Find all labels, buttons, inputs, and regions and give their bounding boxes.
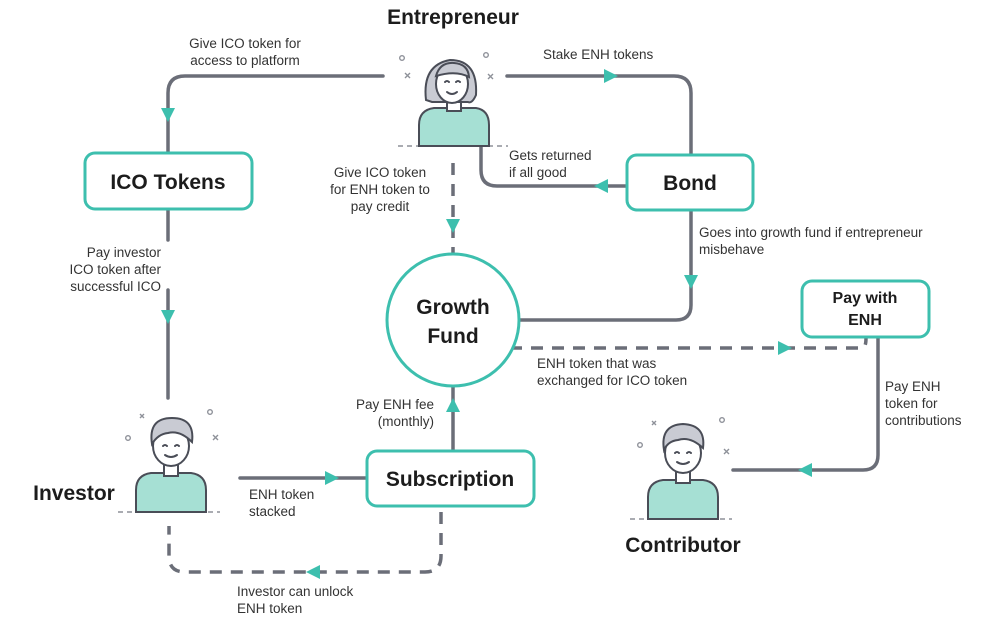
contributor-avatar [630,417,732,520]
connector-unlock-enh [167,512,443,574]
arrow-head [798,463,812,477]
connector-pay-with-enh-to-contributor [731,335,880,472]
investor-avatar [118,409,220,513]
svg-text:exchanged for ICO token: exchanged for ICO token [537,373,687,388]
svg-text:stacked: stacked [249,504,296,519]
pay-with-enh-line1: Pay with [833,290,898,307]
svg-text:ENH token: ENH token [237,601,302,616]
svg-text:ENH token that was: ENH token that was [537,356,657,371]
connector-bond-returned [479,144,629,188]
label-gets-returned: Gets returned if all good [509,148,592,180]
connector-growth-fund-to-pay-with-enh [510,337,868,350]
subscription-box: Subscription [365,449,536,508]
arrow-head [778,341,792,355]
svg-text:access to platform: access to platform [190,53,300,68]
svg-text:misbehave: misbehave [699,242,764,257]
subscription-label: Subscription [386,468,514,491]
entrepreneur-avatar [398,52,508,147]
arrow-head [684,275,698,289]
label-investor-unlock: Investor can unlock ENH token [237,584,354,616]
arrow-head [594,179,608,193]
arrow-head [446,398,460,412]
svg-text:Give ICO token: Give ICO token [334,165,426,180]
svg-text:Stake ENH tokens: Stake ENH tokens [543,47,654,62]
label-give-ico-access: Give ICO token for access to platform [189,36,301,68]
svg-text:Give ICO token for: Give ICO token for [189,36,301,51]
svg-text:Pay ENH: Pay ENH [885,379,941,394]
arrow-head [446,219,460,233]
connector-bond-to-growth-fund [514,208,693,322]
arrow-head [306,565,320,579]
label-give-ico-for-enh: Give ICO token for ENH token to pay cred… [330,165,430,214]
connector-entrepreneur-to-bond [505,74,693,157]
svg-text:ICO token after: ICO token after [69,262,161,277]
arrow-head [604,69,618,83]
contributor-label: Contributor [625,534,740,557]
svg-text:Pay ENH fee: Pay ENH fee [356,397,434,412]
svg-text:token for: token for [885,396,938,411]
label-stake-enh: Stake ENH tokens [543,47,654,62]
svg-text:contributions: contributions [885,413,962,428]
ico-tokens-label: ICO Tokens [110,171,225,194]
arrow-head [161,108,175,122]
connector-entrepreneur-to-ico [166,74,385,155]
growth-fund-circle: Growth Fund [385,252,521,388]
svg-text:(monthly): (monthly) [378,414,434,429]
label-pay-investor: Pay investor ICO token after successful … [69,245,161,294]
bond-box: Bond [625,153,755,212]
growth-fund-label-line2: Fund [427,325,478,348]
svg-text:pay credit: pay credit [351,199,410,214]
bond-label: Bond [663,172,717,195]
label-pay-enh-contributions: Pay ENH token for contributions [885,379,962,428]
svg-text:for ENH token to: for ENH token to [330,182,430,197]
svg-text:successful ICO: successful ICO [70,279,161,294]
svg-text:if all good: if all good [509,165,567,180]
arrow-head [325,471,339,485]
svg-text:Goes into growth fund if entre: Goes into growth fund if entrepreneur [699,225,923,240]
label-growth-fund-if-misbehave: Goes into growth fund if entrepreneur mi… [699,225,923,257]
ico-tokens-box: ICO Tokens [83,151,254,211]
pay-with-enh-line2: ENH [848,312,882,329]
arrow-head [161,310,175,324]
label-pay-enh-fee: Pay ENH fee (monthly) [356,397,434,429]
label-enh-stacked: ENH token stacked [249,487,314,519]
investor-label: Investor [33,482,115,505]
svg-text:Gets returned: Gets returned [509,148,592,163]
pay-with-enh-box: Pay with ENH [800,279,931,339]
svg-text:Investor can unlock: Investor can unlock [237,584,354,599]
entrepreneur-label: Entrepreneur [387,6,519,29]
svg-text:ENH token: ENH token [249,487,314,502]
growth-fund-label-line1: Growth [416,296,490,319]
svg-text:Pay investor: Pay investor [87,245,162,260]
label-enh-exchanged: ENH token that was exchanged for ICO tok… [537,356,687,388]
